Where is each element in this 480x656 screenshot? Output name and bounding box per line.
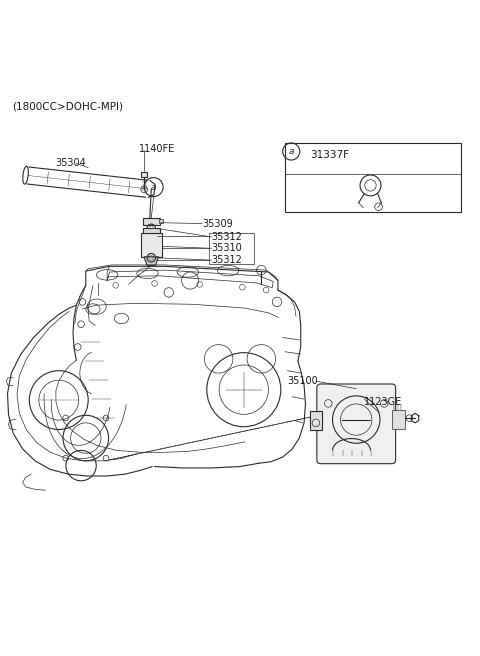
- Bar: [143, 228, 160, 233]
- Text: 35100: 35100: [288, 376, 318, 386]
- Text: 35309: 35309: [202, 218, 233, 229]
- Text: 35312: 35312: [212, 232, 242, 242]
- Text: a: a: [288, 147, 294, 156]
- Bar: [141, 173, 147, 176]
- Polygon shape: [144, 257, 158, 266]
- Bar: [209, 233, 254, 264]
- Text: (1800CC>DOHC-MPI): (1800CC>DOHC-MPI): [12, 101, 123, 112]
- Text: 35312: 35312: [212, 255, 242, 265]
- Text: 1140FE: 1140FE: [138, 144, 175, 154]
- Text: a: a: [151, 182, 156, 192]
- Circle shape: [141, 186, 147, 193]
- Bar: [143, 218, 160, 224]
- Bar: [159, 219, 163, 223]
- FancyBboxPatch shape: [317, 384, 396, 464]
- Bar: [285, 143, 461, 212]
- Bar: [392, 410, 405, 429]
- Text: 35304: 35304: [55, 158, 86, 168]
- Bar: [141, 233, 162, 257]
- Text: 35310: 35310: [212, 243, 242, 253]
- Text: 31337F: 31337F: [310, 150, 349, 160]
- Text: 1123GE: 1123GE: [364, 396, 403, 407]
- Bar: [310, 411, 322, 430]
